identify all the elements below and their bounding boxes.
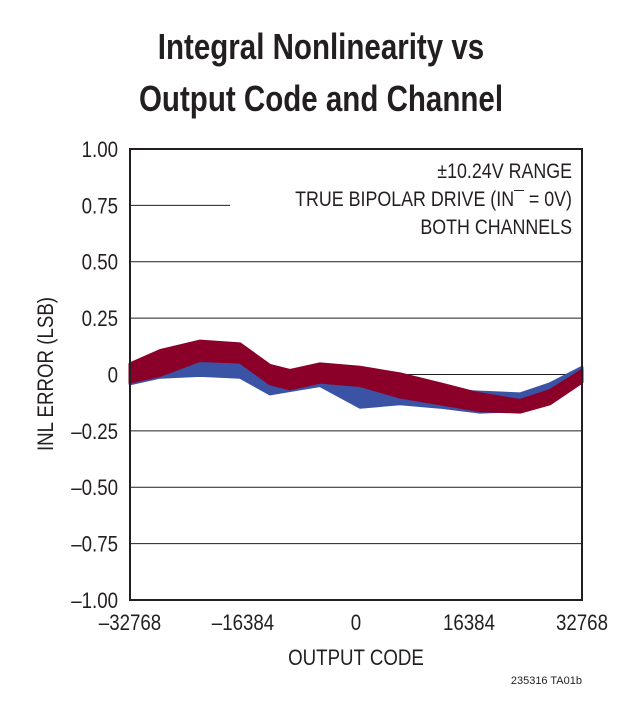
x-tick-label: –32768 xyxy=(99,612,161,636)
chart-title-line-1: Integral Nonlinearity vs xyxy=(157,26,485,67)
y-tick-label: –0.25 xyxy=(71,421,118,445)
x-tick-label: –16384 xyxy=(212,612,274,636)
y-tick-label: –0.50 xyxy=(71,477,118,501)
y-tick-label: –0.75 xyxy=(71,533,118,557)
y-tick-label: –1.00 xyxy=(71,590,118,614)
y-tick-label: 1.00 xyxy=(82,139,118,163)
footnote: 235316 TA01b xyxy=(510,675,582,687)
annotation: TRUE BIPOLAR DRIVE (IN¯ = 0V) xyxy=(295,188,572,212)
x-tick-label: 32768 xyxy=(556,612,608,636)
y-axis-label: INL ERROR (LSB) xyxy=(35,297,59,451)
x-tick-label: 0 xyxy=(351,612,361,636)
x-tick-label: 16384 xyxy=(443,612,495,636)
y-tick-label: 0.50 xyxy=(82,251,118,275)
chart-title-line-2: Output Code and Channel xyxy=(138,78,504,119)
y-tick-label: 0 xyxy=(108,364,118,388)
y-tick-label: 0.25 xyxy=(82,308,118,332)
x-axis-label: OUTPUT CODE xyxy=(288,647,424,671)
annotation: ±10.24V RANGE xyxy=(437,160,572,184)
annotation: BOTH CHANNELS xyxy=(420,216,572,240)
plot-frame xyxy=(129,148,583,601)
y-tick-label: 0.75 xyxy=(82,195,118,219)
